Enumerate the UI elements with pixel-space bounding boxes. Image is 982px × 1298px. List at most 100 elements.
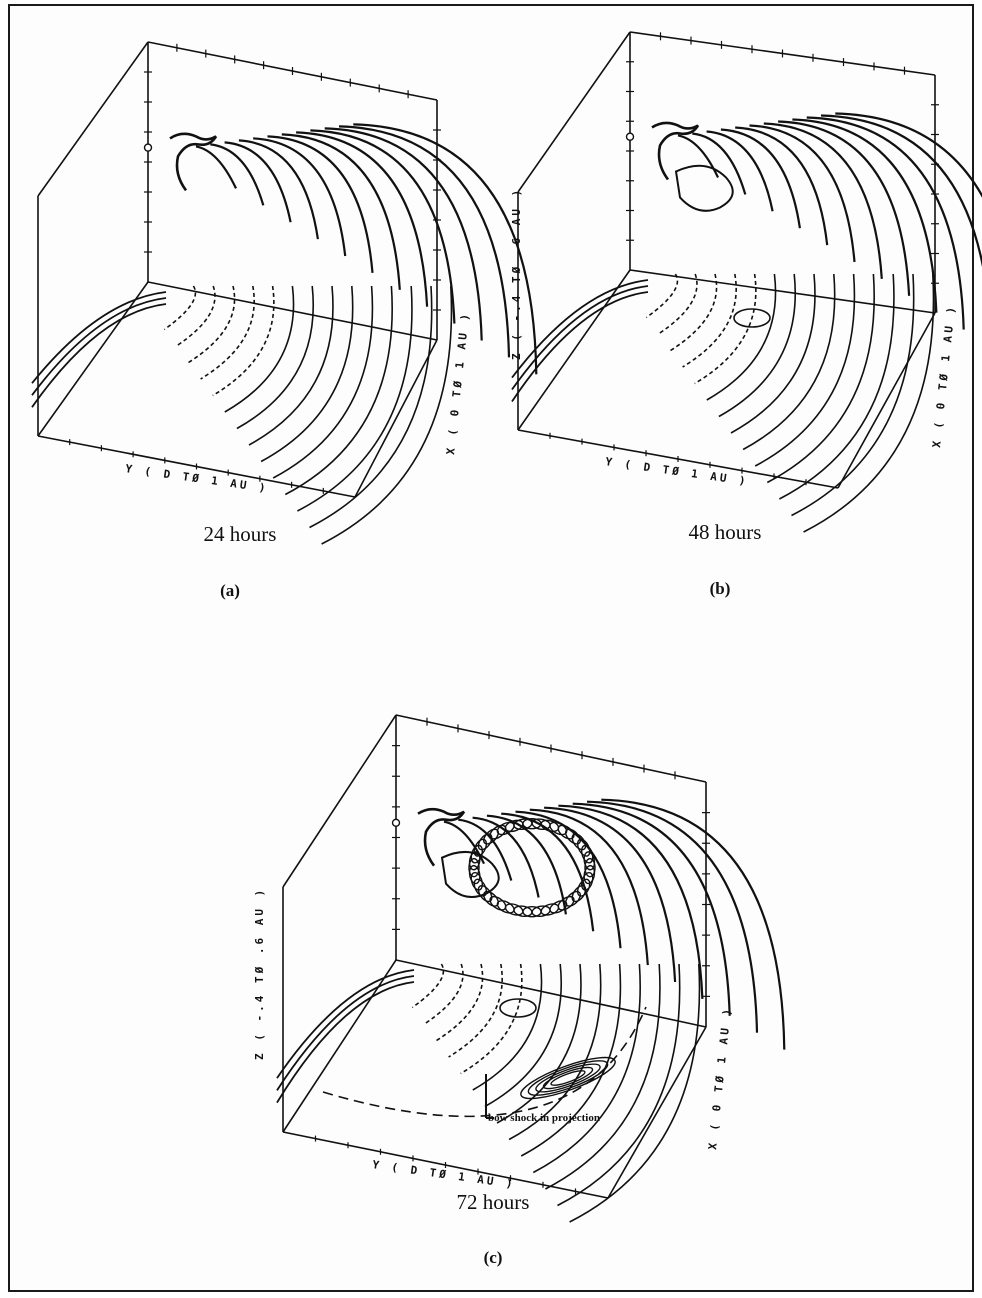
field-line [310,129,456,324]
field-line [284,285,393,496]
coil-segment [468,851,481,871]
panel-b-x-axis-label: X ( 0 TØ 1 AU ) [930,303,958,448]
field-line [557,963,681,1207]
field-line [188,285,236,364]
field-line [31,297,167,396]
field-line [763,122,883,279]
field-line [749,124,856,263]
field-line [276,975,415,1091]
field-line [545,963,661,1190]
field-line [496,963,582,1124]
field-line [175,285,216,347]
box-edge [837,312,936,489]
field-line [472,963,543,1091]
field-line [692,132,747,195]
field-line [236,285,314,430]
box-edge [517,31,631,193]
coil-segment [473,878,488,897]
field-line [267,135,374,273]
field-line [569,963,701,1223]
field-line [742,273,836,451]
shock-contour [550,1070,586,1086]
field-line [253,137,347,257]
box-edge [37,281,149,437]
field-line [730,273,816,434]
field-line [718,273,796,418]
box-edge [354,339,438,498]
panel-a-label: (a) [220,581,240,600]
disturbance-contour [733,308,771,328]
field-line [682,273,737,368]
panel-a-x-axis-label: X ( 0 TØ 1 AU ) [444,310,472,455]
coil-segment [483,890,499,907]
shock-contour [527,1060,609,1096]
coil-segment [468,864,481,885]
panel-b-y-axis-label: Y ( D TØ 1 AU ) [605,455,750,488]
origin-marker [391,818,401,827]
field-line [309,285,433,529]
field-line [276,969,415,1079]
field-line [694,273,757,385]
field-line [423,963,464,1025]
disturbance-contour [417,807,466,867]
field-line [260,285,354,463]
coil-segment [565,828,581,845]
field-line [484,963,562,1108]
field-line [210,143,265,206]
disturbance-contour [674,164,734,212]
coil-segment [571,833,587,851]
field-line [163,285,197,331]
field-line [572,802,731,1016]
box-edge [395,959,707,1028]
field-line [411,963,445,1009]
field-line [276,981,415,1104]
field-line [511,291,649,402]
panel-b-label: (b) [709,579,731,598]
field-line [754,273,856,467]
disturbance-contour [440,850,500,898]
field-line [586,800,759,1033]
field-line [778,120,911,296]
field-line [520,963,622,1157]
shock-contour [542,1066,594,1090]
disturbance-contour [499,998,537,1018]
origin-marker [143,143,153,152]
field-line [321,285,453,545]
field-line [353,123,538,375]
panel-c-label: (c) [483,1248,503,1267]
field-line [670,273,718,352]
field-line [558,804,704,999]
field-line [779,273,895,500]
coil-segment [489,895,507,911]
panel-a-plot [31,41,538,545]
bow-shock-projection [322,1006,647,1118]
box-edge [629,269,936,314]
coil-segment [583,851,596,871]
panel-c-caption: 72 hours [456,1190,530,1214]
field-line [31,303,167,408]
field-line [515,810,622,949]
field-line [706,130,774,212]
field-line [460,963,523,1075]
field-line [720,128,801,229]
field-line [791,273,915,517]
field-line [200,285,255,380]
coil-segment [580,844,594,864]
field-line [544,806,677,983]
coil-segment [557,824,575,840]
field-line [224,141,292,223]
coil-segment [584,858,596,878]
coil-segment [583,864,596,885]
field-line [706,273,777,401]
field-line [224,285,295,413]
coil-segment [470,871,484,891]
box-edge [282,959,397,1133]
field-line [529,808,649,966]
field-line [297,285,413,512]
field-line [601,798,786,1050]
box-edge [607,1026,707,1199]
coil-segment [580,871,594,891]
field-line [766,273,875,484]
panel-c-plot [276,714,786,1223]
